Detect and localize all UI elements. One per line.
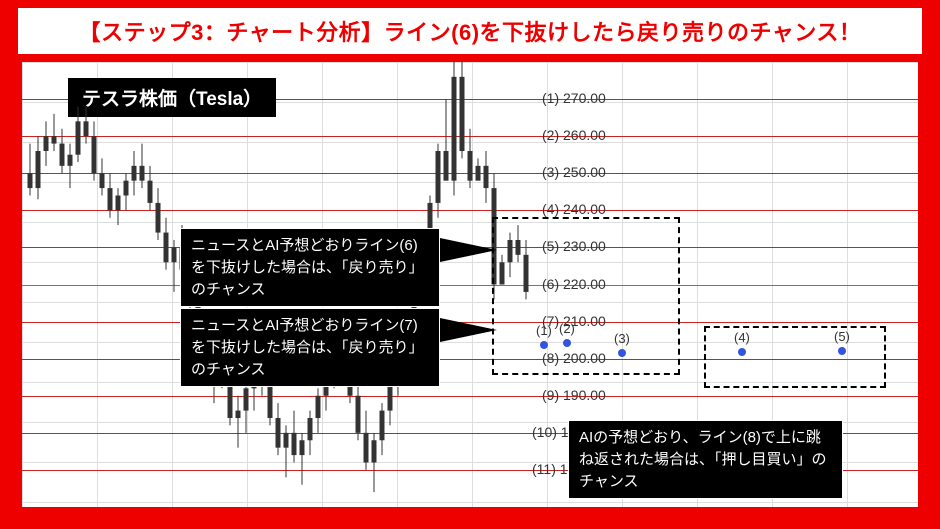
prediction-dot-label: (2) xyxy=(559,321,575,336)
annotation-box: AIの予想どおり、ライン(8)で上に跳ね返された場合は、「押し目買い」のチャンス xyxy=(568,420,843,499)
prediction-dot-label: (4) xyxy=(734,330,750,345)
prediction-dot-label: (5) xyxy=(834,329,850,344)
prediction-dot xyxy=(738,348,746,356)
annotation-pointer xyxy=(440,238,497,262)
prediction-dot-label: (3) xyxy=(614,331,630,346)
chart-area: (1) 270.00(2) 260.00(3) 250.00(4) 240.00… xyxy=(22,62,918,507)
annotation-pointer xyxy=(440,318,497,342)
prediction-dot xyxy=(618,349,626,357)
prediction-dot xyxy=(838,347,846,355)
annotation-box: ニュースとAI予想どおりライン(7)を下抜けした場合は、「戻り売り」のチャンス xyxy=(180,308,440,387)
focus-region xyxy=(704,326,886,388)
header-text: 【ステップ3：チャート分析】ライン(6)を下抜けしたら戻り売りのチャンス！ xyxy=(79,15,862,47)
annotation-box: ニュースとAI予想どおりライン(6)を下抜けした場合は、「戻り売り」のチャンス xyxy=(180,228,440,307)
header-banner: 【ステップ3：チャート分析】ライン(6)を下抜けしたら戻り売りのチャンス！ xyxy=(18,8,922,54)
prediction-dot-label: (1) xyxy=(536,323,552,338)
prediction-dot xyxy=(540,341,548,349)
prediction-dot xyxy=(563,339,571,347)
focus-region xyxy=(492,217,680,375)
